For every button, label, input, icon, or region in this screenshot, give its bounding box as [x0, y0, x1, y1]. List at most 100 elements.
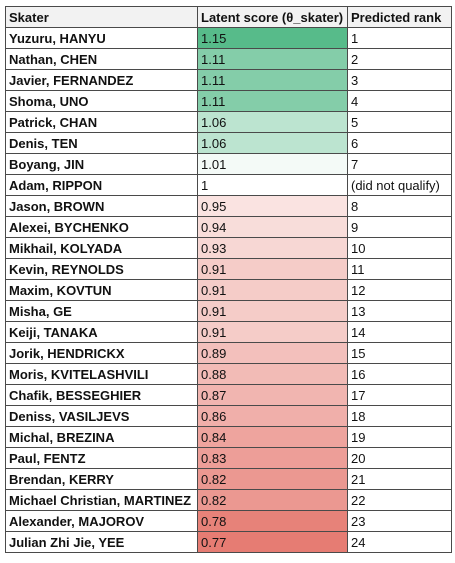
table-row: Julian Zhi Jie, YEE 0.77 24 [6, 532, 452, 553]
predicted-rank-cell[interactable]: 7 [348, 154, 452, 175]
header-latent-score[interactable]: Latent score (θ_skater) [198, 7, 348, 28]
predicted-rank-cell[interactable]: 16 [348, 364, 452, 385]
table-row: Yuzuru, HANYU 1.15 1 [6, 28, 452, 49]
skater-name-cell[interactable]: Nathan, CHEN [6, 49, 198, 70]
latent-score-cell[interactable]: 1.11 [198, 91, 348, 112]
latent-score-cell[interactable]: 0.91 [198, 259, 348, 280]
skater-name-cell[interactable]: Jason, BROWN [6, 196, 198, 217]
predicted-rank-cell[interactable]: 14 [348, 322, 452, 343]
latent-score-cell[interactable]: 0.88 [198, 364, 348, 385]
latent-score-cell[interactable]: 0.82 [198, 469, 348, 490]
latent-score-cell[interactable]: 0.91 [198, 280, 348, 301]
table-row: Brendan, KERRY 0.82 21 [6, 469, 452, 490]
skater-name-cell[interactable]: Michael Christian, MARTINEZ [6, 490, 198, 511]
table-row: Chafik, BESSEGHIER 0.87 17 [6, 385, 452, 406]
skater-name-cell[interactable]: Boyang, JIN [6, 154, 198, 175]
latent-score-cell[interactable]: 0.83 [198, 448, 348, 469]
skater-name-cell[interactable]: Kevin, REYNOLDS [6, 259, 198, 280]
table-row: Maxim, KOVTUN 0.91 12 [6, 280, 452, 301]
predicted-rank-cell[interactable]: 21 [348, 469, 452, 490]
latent-score-cell[interactable]: 1.06 [198, 133, 348, 154]
header-skater[interactable]: Skater [6, 7, 198, 28]
table-row: Alexei, BYCHENKO 0.94 9 [6, 217, 452, 238]
table-body: Yuzuru, HANYU 1.15 1 Nathan, CHEN 1.11 2 Javie… [6, 28, 452, 553]
skater-name-cell[interactable]: Maxim, KOVTUN [6, 280, 198, 301]
skater-name-cell[interactable]: Paul, FENTZ [6, 448, 198, 469]
predicted-rank-cell[interactable]: 12 [348, 280, 452, 301]
table-row: Nathan, CHEN 1.11 2 [6, 49, 452, 70]
predicted-rank-cell[interactable]: 1 [348, 28, 452, 49]
latent-score-cell[interactable]: 0.95 [198, 196, 348, 217]
latent-score-cell[interactable]: 1.01 [198, 154, 348, 175]
latent-score-cell[interactable]: 0.93 [198, 238, 348, 259]
table-row: Jorik, HENDRICKX 0.89 15 [6, 343, 452, 364]
table-row: Jason, BROWN 0.95 8 [6, 196, 452, 217]
latent-score-cell[interactable]: 1.15 [198, 28, 348, 49]
predicted-rank-cell[interactable]: 23 [348, 511, 452, 532]
predicted-rank-cell[interactable]: 10 [348, 238, 452, 259]
latent-score-cell[interactable]: 1.11 [198, 49, 348, 70]
latent-score-cell[interactable]: 0.77 [198, 532, 348, 553]
skater-name-cell[interactable]: Keiji, TANAKA [6, 322, 198, 343]
predicted-rank-cell[interactable]: 6 [348, 133, 452, 154]
latent-score-cell[interactable]: 0.87 [198, 385, 348, 406]
skater-name-cell[interactable]: Deniss, VASILJEVS [6, 406, 198, 427]
latent-score-cell[interactable]: 0.78 [198, 511, 348, 532]
table-row: Paul, FENTZ 0.83 20 [6, 448, 452, 469]
predicted-rank-cell[interactable]: 20 [348, 448, 452, 469]
table-row: Misha, GE 0.91 13 [6, 301, 452, 322]
latent-score-cell[interactable]: 1.11 [198, 70, 348, 91]
predicted-rank-cell[interactable]: 18 [348, 406, 452, 427]
predicted-rank-cell[interactable]: 8 [348, 196, 452, 217]
table-row: Adam, RIPPON 1 (did not qualify) [6, 175, 452, 196]
predicted-rank-cell[interactable]: 24 [348, 532, 452, 553]
latent-score-cell[interactable]: 0.84 [198, 427, 348, 448]
predicted-rank-cell[interactable]: 19 [348, 427, 452, 448]
predicted-rank-cell[interactable]: 9 [348, 217, 452, 238]
skater-name-cell[interactable]: Brendan, KERRY [6, 469, 198, 490]
table-row: Michal, BREZINA 0.84 19 [6, 427, 452, 448]
skater-name-cell[interactable]: Adam, RIPPON [6, 175, 198, 196]
latent-score-cell[interactable]: 0.89 [198, 343, 348, 364]
skater-name-cell[interactable]: Javier, FERNANDEZ [6, 70, 198, 91]
predicted-rank-cell[interactable]: 17 [348, 385, 452, 406]
latent-score-cell[interactable]: 1 [198, 175, 348, 196]
predicted-rank-cell[interactable]: 15 [348, 343, 452, 364]
skater-name-cell[interactable]: Yuzuru, HANYU [6, 28, 198, 49]
skater-name-cell[interactable]: Julian Zhi Jie, YEE [6, 532, 198, 553]
latent-score-cell[interactable]: 0.91 [198, 301, 348, 322]
header-predicted-rank[interactable]: Predicted rank [348, 7, 452, 28]
table-row: Boyang, JIN 1.01 7 [6, 154, 452, 175]
table-row: Shoma, UNO 1.11 4 [6, 91, 452, 112]
skater-name-cell[interactable]: Michal, BREZINA [6, 427, 198, 448]
latent-score-cell[interactable]: 0.91 [198, 322, 348, 343]
skater-name-cell[interactable]: Patrick, CHAN [6, 112, 198, 133]
skater-name-cell[interactable]: Chafik, BESSEGHIER [6, 385, 198, 406]
predicted-rank-cell[interactable]: (did not qualify) [348, 175, 452, 196]
latent-score-cell[interactable]: 1.06 [198, 112, 348, 133]
skater-name-cell[interactable]: Alexander, MAJOROV [6, 511, 198, 532]
table-row: Javier, FERNANDEZ 1.11 3 [6, 70, 452, 91]
predicted-rank-cell[interactable]: 4 [348, 91, 452, 112]
table-row: Denis, TEN 1.06 6 [6, 133, 452, 154]
skater-name-cell[interactable]: Mikhail, KOLYADA [6, 238, 198, 259]
predicted-rank-cell[interactable]: 11 [348, 259, 452, 280]
predicted-rank-cell[interactable]: 3 [348, 70, 452, 91]
table-row: Kevin, REYNOLDS 0.91 11 [6, 259, 452, 280]
latent-score-cell[interactable]: 0.82 [198, 490, 348, 511]
predicted-rank-cell[interactable]: 2 [348, 49, 452, 70]
skater-name-cell[interactable]: Jorik, HENDRICKX [6, 343, 198, 364]
table-row: Patrick, CHAN 1.06 5 [6, 112, 452, 133]
table-row: Moris, KVITELASHVILI 0.88 16 [6, 364, 452, 385]
skater-table-container: Skater Latent score (θ_skater) Predicted… [5, 6, 452, 553]
latent-score-cell[interactable]: 0.94 [198, 217, 348, 238]
predicted-rank-cell[interactable]: 13 [348, 301, 452, 322]
skater-name-cell[interactable]: Denis, TEN [6, 133, 198, 154]
latent-score-cell[interactable]: 0.86 [198, 406, 348, 427]
skater-name-cell[interactable]: Alexei, BYCHENKO [6, 217, 198, 238]
skater-name-cell[interactable]: Misha, GE [6, 301, 198, 322]
skater-name-cell[interactable]: Moris, KVITELASHVILI [6, 364, 198, 385]
predicted-rank-cell[interactable]: 5 [348, 112, 452, 133]
predicted-rank-cell[interactable]: 22 [348, 490, 452, 511]
skater-name-cell[interactable]: Shoma, UNO [6, 91, 198, 112]
